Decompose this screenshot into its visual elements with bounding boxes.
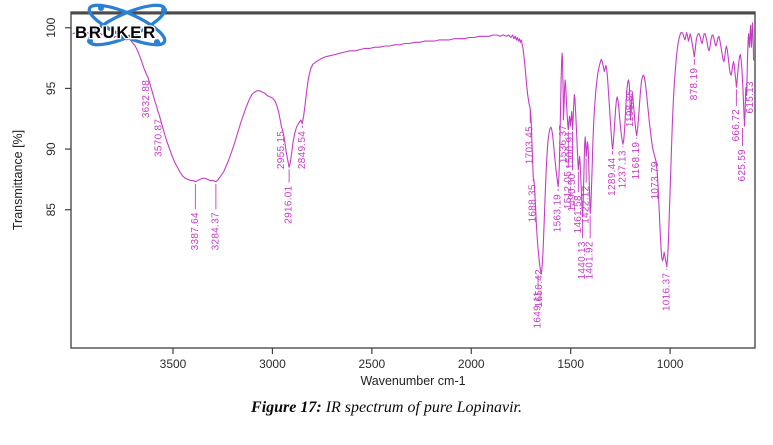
bruker-logo-electron-dot bbox=[161, 7, 167, 13]
x-tick-label: 1500 bbox=[557, 357, 584, 371]
peak-label: 625.59 bbox=[737, 149, 748, 182]
peak-label: 1016.37 bbox=[661, 273, 672, 311]
bruker-logo-electron-dot bbox=[98, 5, 104, 11]
peak-label: 2916.01 bbox=[284, 185, 295, 223]
y-tick-label: 95 bbox=[44, 81, 58, 95]
peak-label: 1536.37 bbox=[558, 125, 569, 163]
peak-label: 3284.37 bbox=[210, 212, 221, 250]
peak-label: 615.13 bbox=[745, 81, 756, 114]
x-tick-label: 3500 bbox=[160, 357, 187, 371]
peak-label: 3387.64 bbox=[190, 212, 201, 250]
peak-label: 1461.58 bbox=[573, 195, 584, 233]
ir-spectrum-chart: 3500 3000 2500 2000 1500 1000 100 95 90 85 Transmi… bbox=[11, 3, 756, 388]
figure-caption: Figure 17: IR spectrum of pure Lopinavir… bbox=[0, 399, 773, 417]
x-tick-label: 2500 bbox=[358, 357, 385, 371]
peak-label: 3570.87 bbox=[153, 119, 164, 157]
peak-label: 1512.05 bbox=[563, 171, 574, 209]
peak-label: 1649.11 bbox=[533, 291, 544, 329]
y-tick-label: 90 bbox=[44, 142, 58, 156]
y-tick-label: 85 bbox=[44, 203, 58, 217]
peak-label: 1422.12 bbox=[581, 185, 592, 223]
peak-label: 1490.50 bbox=[567, 173, 578, 211]
ir-spectrum-figure: 3500 3000 2500 2000 1500 1000 100 95 90 85 Transmi… bbox=[11, 3, 756, 388]
peak-label: 1500.91 bbox=[565, 131, 576, 169]
bruker-logo-electron-dot bbox=[87, 38, 93, 44]
y-tick-label: 100 bbox=[44, 17, 58, 37]
peak-label: 1703.45 bbox=[525, 126, 536, 164]
peak-label: 1688.35 bbox=[528, 184, 539, 222]
x-tick-label: 1000 bbox=[657, 357, 684, 371]
bruker-logo-orbit bbox=[87, 3, 167, 47]
y-axis-title: Transmittance [%] bbox=[11, 130, 25, 230]
peak-label: 1563.19 bbox=[553, 194, 564, 232]
peak-label: 1289.44 bbox=[607, 157, 618, 195]
peak-label: 2955.15 bbox=[276, 131, 287, 169]
peak-label: 1401.92 bbox=[585, 241, 596, 279]
peak-label: 1198.85 bbox=[625, 90, 636, 128]
peak-label: 1656.42 bbox=[534, 269, 545, 307]
peak-label: 1073.79 bbox=[650, 161, 661, 199]
figure-caption-number: Figure 17: bbox=[251, 399, 322, 416]
figure-caption-text: IR spectrum of pure Lopinavir. bbox=[321, 399, 522, 416]
x-axis-title: Wavenumber cm-1 bbox=[360, 374, 465, 388]
peak-label: 878.19 bbox=[689, 68, 700, 101]
peak-label: 1440.13 bbox=[577, 241, 588, 279]
peak-label: 666.72 bbox=[731, 109, 742, 142]
bruker-logo-electron-dot bbox=[154, 39, 160, 45]
x-tick-label: 3000 bbox=[259, 357, 286, 371]
spectrum-line bbox=[72, 22, 755, 274]
peak-label: 1168.19 bbox=[631, 142, 642, 180]
x-tick-label: 2000 bbox=[458, 357, 485, 371]
bruker-logo-text: BRUKER bbox=[75, 23, 157, 42]
peak-label: 1237.13 bbox=[617, 150, 628, 188]
peak-label: 3632.88 bbox=[141, 80, 152, 118]
peak-label: 2849.54 bbox=[297, 131, 308, 169]
